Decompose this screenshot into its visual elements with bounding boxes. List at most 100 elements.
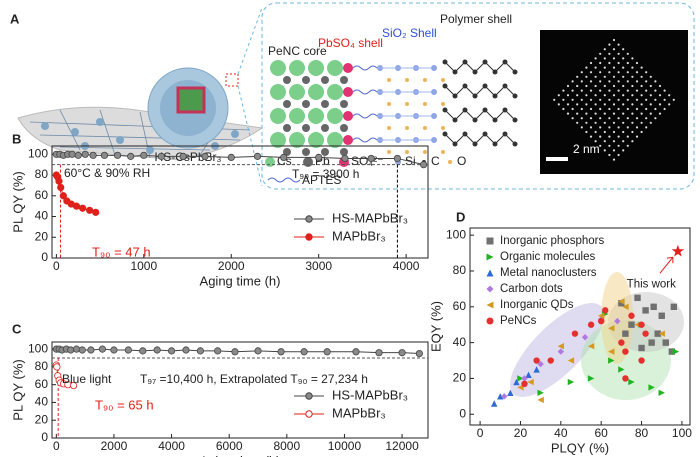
data-point xyxy=(87,346,95,354)
y-tick-label: 20 xyxy=(35,412,49,426)
linker xyxy=(352,137,378,143)
panel-label: C xyxy=(12,321,22,336)
tem-dot xyxy=(562,89,565,92)
tem-dot xyxy=(612,66,616,69)
data-point xyxy=(527,378,534,386)
tem-dot xyxy=(571,98,574,101)
tem-dot xyxy=(617,52,620,55)
tem-dot xyxy=(622,112,625,115)
tem-dot xyxy=(603,94,606,97)
data-point xyxy=(167,347,176,355)
x-tick-label: 8000 xyxy=(273,439,300,453)
legend-marker xyxy=(486,285,494,293)
atom xyxy=(462,83,468,89)
data-point xyxy=(375,349,383,357)
tem-dot xyxy=(663,89,666,92)
tem-dot xyxy=(640,75,643,78)
tem-dot xyxy=(612,121,616,124)
atom xyxy=(423,126,427,130)
tem-dot xyxy=(654,107,657,111)
plot-frame xyxy=(469,227,691,426)
tem-dot xyxy=(562,98,565,101)
tem-dot xyxy=(608,80,611,83)
data-point xyxy=(92,208,100,216)
tem-dot xyxy=(585,112,588,115)
tem-dot xyxy=(608,71,611,74)
atom xyxy=(327,60,343,76)
tem-dot xyxy=(594,112,597,115)
tem-dot xyxy=(594,84,597,88)
tem-dot xyxy=(603,48,606,51)
y-tick-label: 40 xyxy=(35,209,49,223)
tem-dot xyxy=(594,140,597,143)
data-point xyxy=(81,150,89,158)
data-point xyxy=(608,325,615,332)
tem-dot xyxy=(645,126,648,129)
data-point xyxy=(72,202,81,210)
y-tick-label: 0 xyxy=(41,250,48,264)
tem-dot xyxy=(599,52,602,55)
tem-dot xyxy=(672,98,675,101)
data-point xyxy=(139,347,147,355)
data-point xyxy=(501,393,508,400)
atom xyxy=(462,59,468,65)
atom xyxy=(387,78,391,82)
tem-dot xyxy=(635,107,639,111)
y-tick-label: 20 xyxy=(453,371,467,385)
data-point xyxy=(628,321,635,328)
atom xyxy=(387,150,391,154)
x-tick-label: 60 xyxy=(595,426,609,440)
x-tick-label: 2000 xyxy=(101,439,128,453)
tem-dot xyxy=(585,121,588,124)
atom xyxy=(343,111,353,121)
tem-dot xyxy=(631,57,634,60)
tem-dot xyxy=(631,140,634,143)
data-point xyxy=(398,349,406,357)
data-point xyxy=(537,389,544,396)
data-point xyxy=(57,183,65,192)
legend-label: Metal nanoclusters xyxy=(500,267,597,279)
atom xyxy=(283,148,291,156)
data-point xyxy=(658,330,665,337)
atom xyxy=(405,150,409,154)
atom xyxy=(283,124,291,132)
tem-dot xyxy=(612,130,616,134)
tem-dot xyxy=(594,57,597,60)
tem-dot xyxy=(599,126,602,129)
tem-dot xyxy=(594,130,597,134)
tem-dot xyxy=(594,75,597,78)
atom xyxy=(308,132,324,148)
tem-dot xyxy=(640,130,643,134)
tem-dot xyxy=(622,149,625,152)
data-point xyxy=(654,330,661,337)
tem-dot xyxy=(576,103,579,106)
tem-dot xyxy=(589,71,593,74)
tem-dot xyxy=(608,126,611,129)
legend-marker xyxy=(486,301,494,309)
tem-dot xyxy=(617,61,620,65)
atom xyxy=(423,78,427,82)
scale-bar xyxy=(546,157,568,161)
atom xyxy=(492,69,498,75)
tem-dot xyxy=(608,107,611,111)
tem-dot xyxy=(622,130,625,134)
tem-dot xyxy=(576,94,579,97)
tem-dot xyxy=(631,66,634,69)
legend-marker xyxy=(486,237,494,245)
tem-dot xyxy=(599,117,602,120)
tem-dot xyxy=(622,140,625,143)
y-tick-label: 40 xyxy=(453,335,467,349)
atom xyxy=(340,124,348,132)
x-tick-label: 0 xyxy=(53,259,60,273)
region xyxy=(509,302,605,398)
tem-dot xyxy=(580,80,583,83)
core-label: PeNC core xyxy=(268,44,327,58)
tem-image xyxy=(540,30,688,174)
data-point xyxy=(618,366,625,373)
tem-dot xyxy=(580,98,583,101)
data-point xyxy=(658,312,665,319)
legend-label: O xyxy=(457,154,466,168)
data-point xyxy=(533,366,540,373)
data-point xyxy=(67,346,75,354)
